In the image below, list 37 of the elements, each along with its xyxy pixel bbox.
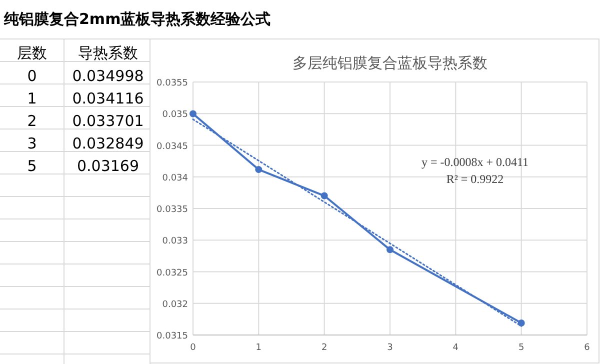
x-tick-label: 5 bbox=[518, 343, 524, 353]
text: 2 bbox=[27, 112, 37, 130]
x-tick-label: 2 bbox=[321, 343, 328, 353]
text: 3 bbox=[27, 134, 37, 152]
y-tick-label: 0.035 bbox=[162, 110, 188, 120]
point bbox=[320, 192, 328, 200]
text: 导热系数 bbox=[78, 44, 138, 62]
y-tick-label: 0.034 bbox=[162, 173, 188, 184]
y-tick-label: 0.0315 bbox=[156, 332, 188, 342]
text: 0.03169 bbox=[76, 157, 140, 175]
chart-subtitle: 多层纯铝膜复合蓝板导热系数 bbox=[292, 54, 488, 72]
text: 0.032849 bbox=[72, 134, 144, 152]
text: 0.034116 bbox=[72, 90, 144, 108]
text: 0 bbox=[27, 67, 37, 85]
text: 1 bbox=[27, 90, 37, 108]
x-tick-label: 1 bbox=[256, 343, 262, 353]
y-tick-label: 0.0325 bbox=[156, 268, 188, 278]
point bbox=[386, 246, 394, 254]
y-tick-label: 0.0355 bbox=[156, 78, 188, 88]
x-tick-label: 3 bbox=[387, 343, 393, 353]
point bbox=[255, 166, 262, 174]
y-tick-label: 0.0335 bbox=[156, 205, 188, 215]
point bbox=[190, 110, 196, 118]
x-tick-label: 6 bbox=[584, 343, 590, 353]
point bbox=[518, 319, 525, 326]
text: 5 bbox=[27, 157, 37, 175]
annotation: R² = 0.9922 bbox=[446, 172, 504, 186]
text: 层数 bbox=[17, 44, 47, 62]
y-tick-label: 0.0345 bbox=[156, 142, 188, 152]
text: 0.034998 bbox=[72, 67, 144, 85]
text: 0.033701 bbox=[72, 112, 144, 130]
x-tick-label: 0 bbox=[190, 343, 196, 353]
annotation: y = -0.0008x + 0.0411 bbox=[421, 155, 529, 169]
x-tick-label: 4 bbox=[452, 343, 459, 353]
y-tick-label: 0.033 bbox=[162, 236, 188, 247]
chart-title: 纯铝膜复合2mm蓝板导热系数经验公式 bbox=[3, 10, 271, 28]
y-tick-label: 0.032 bbox=[162, 300, 188, 310]
